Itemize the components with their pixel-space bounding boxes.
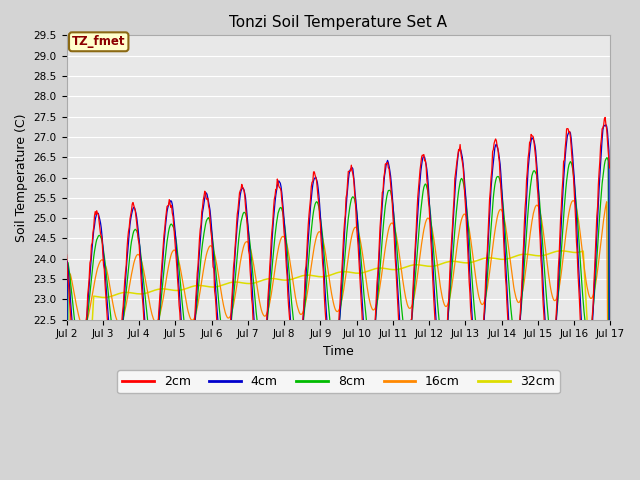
Y-axis label: Soil Temperature (C): Soil Temperature (C): [15, 113, 28, 242]
Legend: 2cm, 4cm, 8cm, 16cm, 32cm: 2cm, 4cm, 8cm, 16cm, 32cm: [117, 370, 559, 393]
X-axis label: Time: Time: [323, 345, 354, 358]
Text: TZ_fmet: TZ_fmet: [72, 36, 125, 48]
Title: Tonzi Soil Temperature Set A: Tonzi Soil Temperature Set A: [230, 15, 447, 30]
